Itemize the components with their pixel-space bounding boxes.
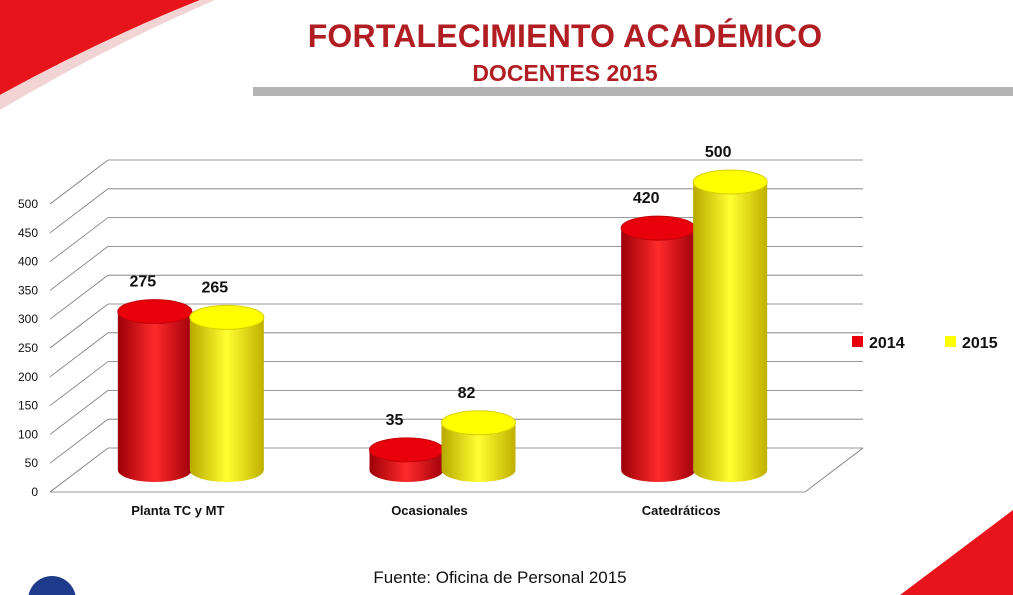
bar-top-2014: [117, 299, 193, 325]
data-label: 82: [458, 385, 476, 402]
legend-swatch-2014: [852, 336, 863, 347]
y-tick-label: 500: [18, 197, 38, 211]
gridline: [49, 245, 863, 291]
gridline: [49, 332, 863, 378]
data-label: 275: [129, 274, 156, 291]
x-tick-label: Ocasionales: [391, 503, 468, 518]
bar-2014: [621, 228, 696, 482]
divider: [253, 87, 1013, 96]
x-tick-label: Catedráticos: [642, 503, 721, 518]
y-tick-label: 150: [18, 399, 38, 413]
x-tick-label: Planta TC y MT: [131, 503, 224, 518]
y-tick-label: 100: [18, 427, 38, 441]
gridline: [49, 418, 863, 464]
data-label: 265: [201, 279, 228, 296]
y-tick-label: 200: [18, 370, 38, 384]
data-label: 500: [705, 144, 732, 161]
data-label: 420: [633, 190, 660, 207]
floor-edge: [50, 447, 864, 493]
bar-2014: [117, 311, 192, 482]
bar-top-2015: [189, 304, 265, 330]
logo: [28, 576, 76, 595]
page-subtitle: DOCENTES 2015: [472, 60, 658, 86]
data-label: 35: [386, 412, 404, 429]
gridline: [49, 361, 863, 406]
bottom-right-swoosh: [900, 510, 1013, 595]
top-left-swoosh: [0, 0, 200, 95]
bar-2015: [189, 317, 264, 482]
y-tick-label: 300: [18, 312, 38, 326]
bar-top-2015: [441, 410, 516, 436]
legend-label: 2014: [869, 335, 905, 352]
gridline: [49, 303, 863, 349]
gridline: [49, 389, 863, 435]
legend-label: 2015: [962, 335, 998, 352]
gridline: [49, 217, 863, 262]
source-note: Fuente: Oficina de Personal 2015: [373, 568, 627, 587]
bar-2015: [693, 182, 768, 482]
y-tick-label: 450: [18, 226, 38, 240]
bar-top-2014: [369, 437, 444, 463]
page-title: FORTALECIMIENTO ACADÉMICO: [307, 18, 823, 54]
bar-top-2015: [692, 169, 768, 195]
y-tick-label: 250: [18, 341, 38, 355]
gridline: [49, 188, 863, 234]
y-tick-label: 400: [18, 255, 38, 269]
y-tick-label: 350: [18, 283, 38, 297]
y-tick-label: 0: [31, 485, 38, 499]
legend-swatch-2015: [945, 336, 956, 347]
bar-2015: [441, 422, 516, 482]
bar-top-2014: [620, 215, 696, 241]
gridline: [49, 274, 863, 320]
gridline: [49, 447, 863, 493]
y-tick-label: 50: [25, 456, 39, 470]
gridline: [49, 159, 863, 205]
